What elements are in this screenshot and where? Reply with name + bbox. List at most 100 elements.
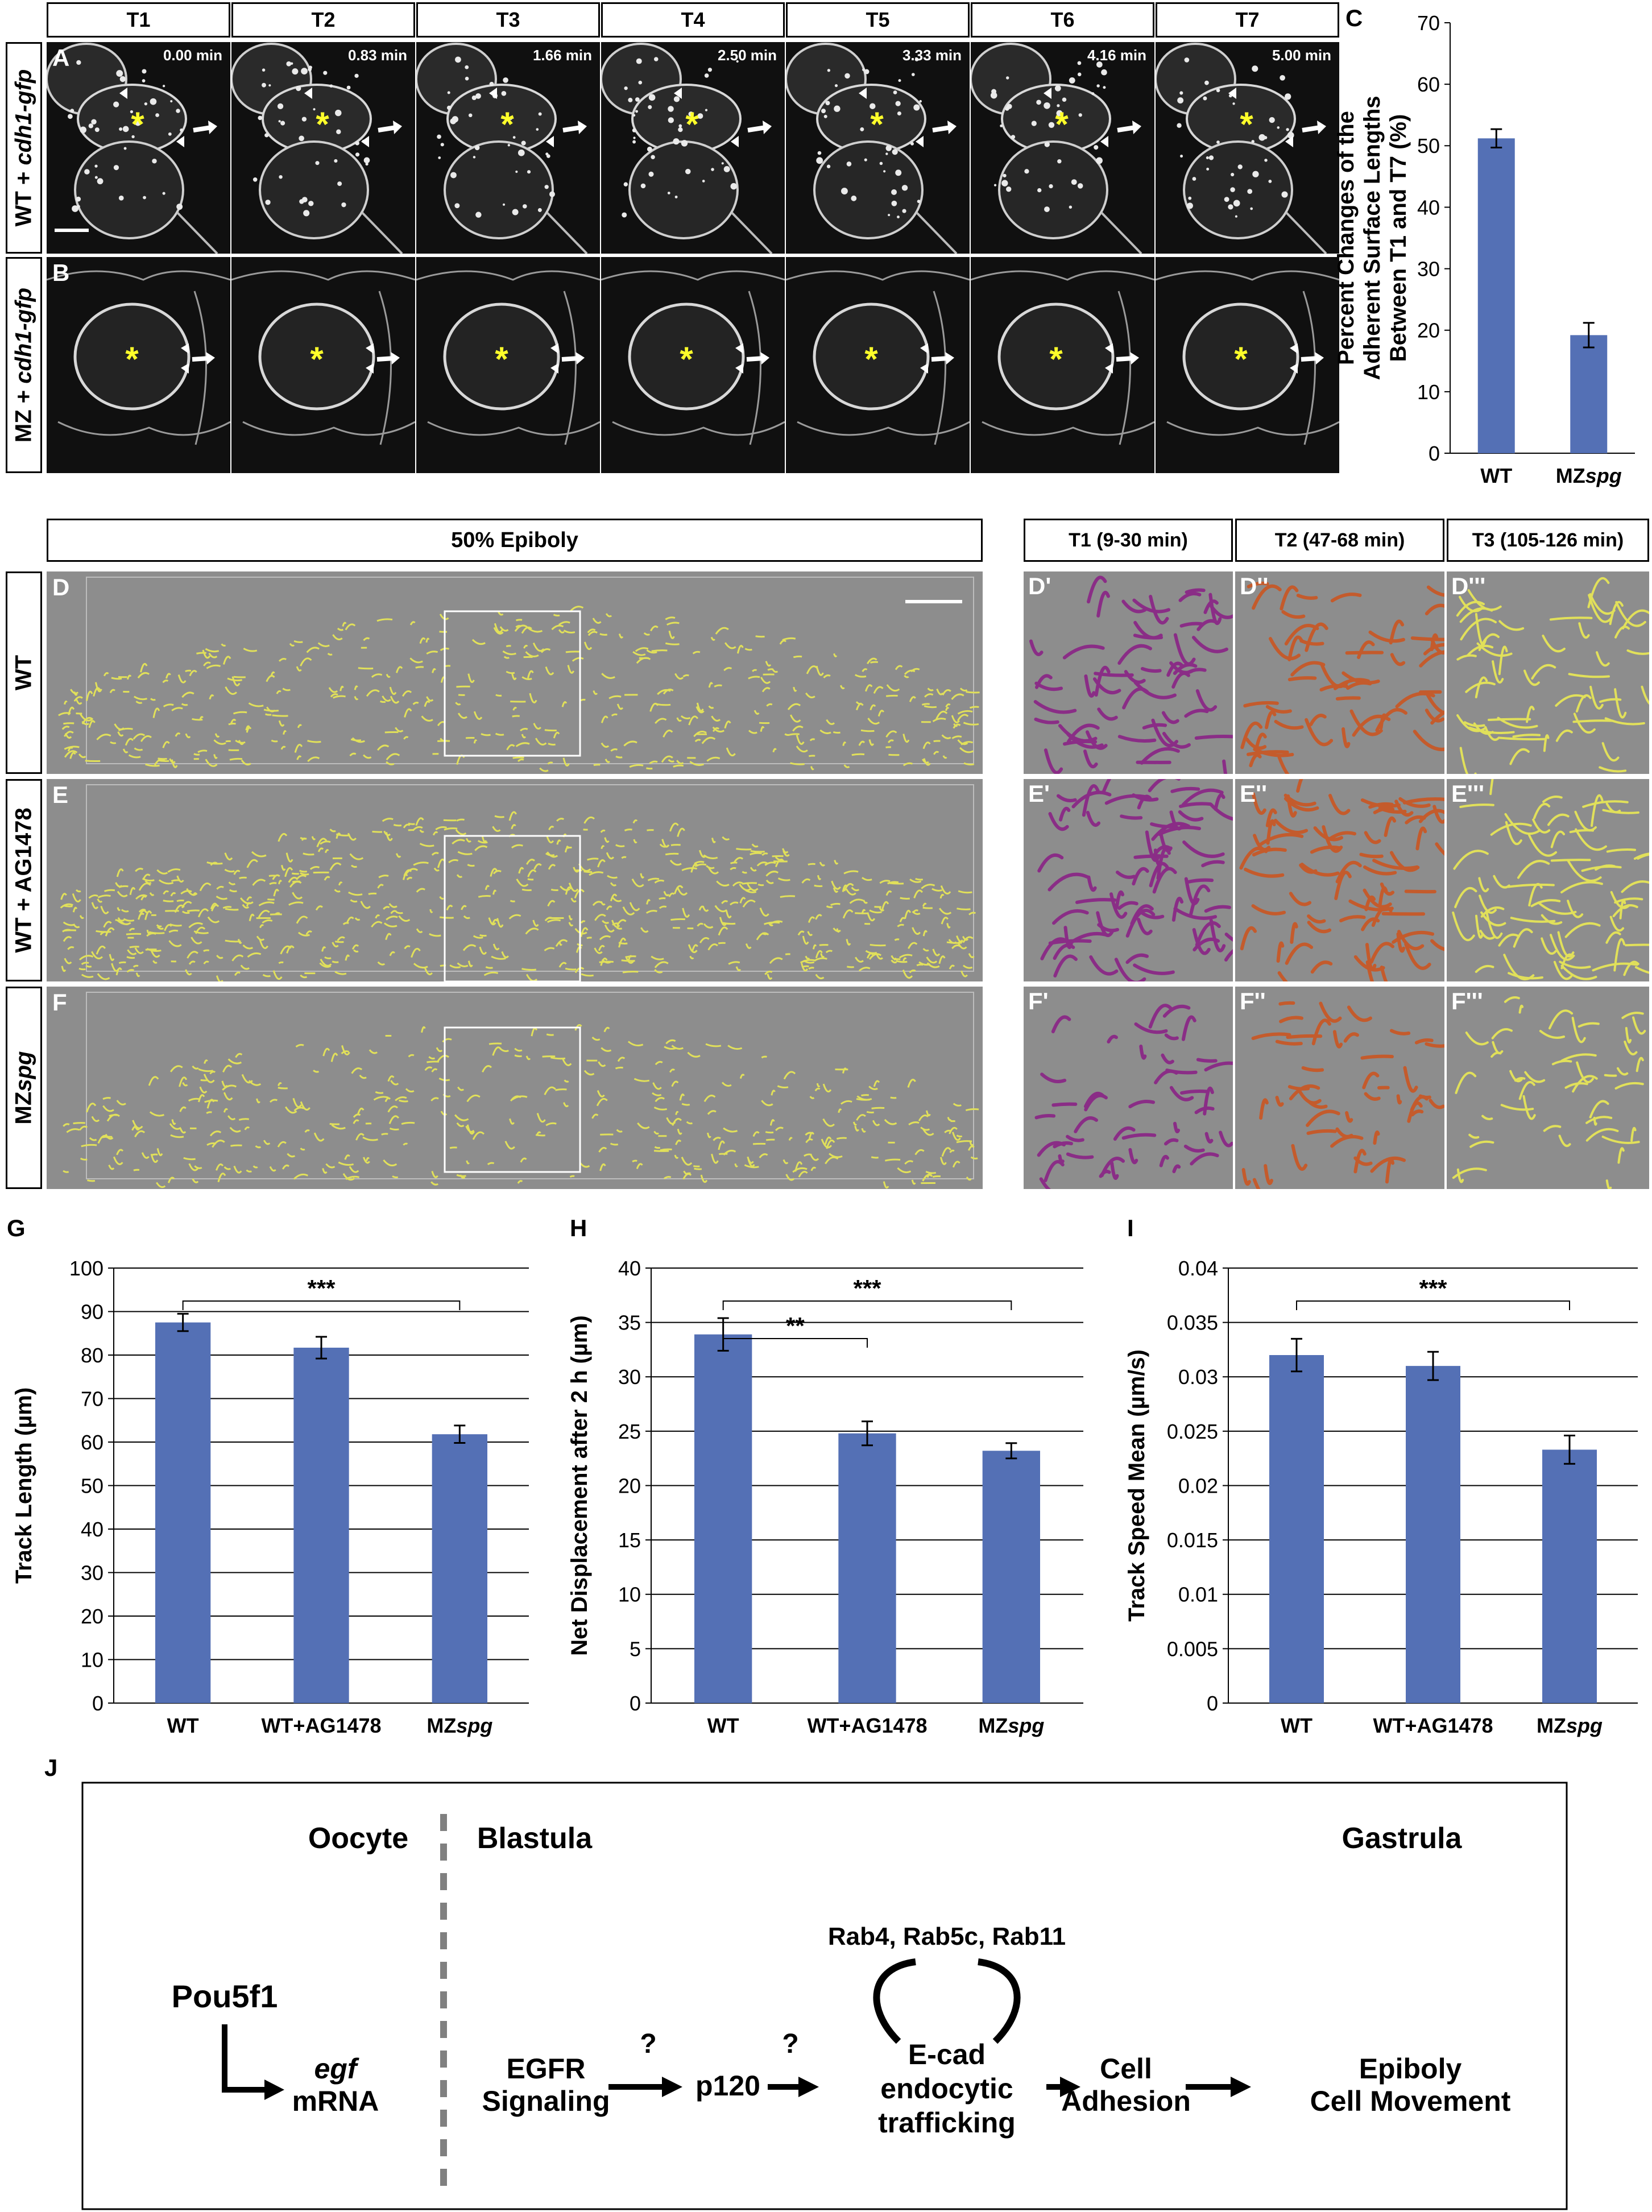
svg-text:*: * — [864, 340, 878, 378]
time-header-t5: T5 — [786, 2, 970, 38]
significance-label: ** — [786, 1312, 805, 1339]
panel-letter-ep: E' — [1028, 780, 1050, 807]
diagram-text: p120 — [695, 2070, 760, 2102]
panel-letter-a: A — [52, 44, 70, 71]
y-tick-label: 25 — [618, 1420, 641, 1443]
track-header-t1: T1 (9-30 min) — [1024, 519, 1233, 562]
bar — [1570, 335, 1608, 453]
significance-bracket — [722, 1300, 1012, 1310]
y-tick-label: 60 — [1417, 73, 1440, 96]
bar — [293, 1347, 349, 1703]
panel-letter-fp: F' — [1028, 988, 1049, 1014]
y-tick-label: 80 — [81, 1344, 103, 1367]
y-tick-label: 15 — [618, 1528, 641, 1552]
bar — [1477, 138, 1515, 453]
y-tick-label: 0 — [630, 1692, 641, 1715]
diagram-text: Adhesion — [1061, 2085, 1191, 2117]
y-tick-label: 90 — [81, 1300, 103, 1323]
time-header-t2: T2 — [231, 2, 415, 38]
svg-text:*: * — [1055, 105, 1069, 143]
svg-text:*: * — [680, 340, 693, 378]
timestamp: 0.83 min — [347, 47, 407, 64]
y-tick-label: 20 — [1417, 319, 1440, 342]
y-tick-label: 0.005 — [1167, 1637, 1218, 1660]
track-header-t3: T3 (105-126 min) — [1447, 519, 1649, 562]
svg-text:*: * — [125, 340, 139, 378]
svg-text:*: * — [316, 105, 329, 143]
timestamp: 2.50 min — [717, 47, 777, 64]
x-tick-label: WT — [1281, 1714, 1313, 1737]
x-tick-label: WT+AG1478 — [261, 1714, 381, 1737]
y-tick-label: 10 — [1417, 380, 1440, 404]
track-zoom-epp: E'' — [1235, 779, 1444, 981]
row-label-wt-cdh1: WT + cdh1-gfp — [6, 42, 42, 254]
diagram-text: Cell Movement — [1310, 2085, 1511, 2117]
micrograph-a-t6: * 4.16 min — [971, 42, 1154, 254]
y-tick-label: 100 — [69, 1257, 103, 1280]
diagram-text: Epiboly — [1359, 2053, 1462, 2085]
cell-outlines: * — [47, 270, 230, 445]
chart-g-track-length: 0 10 20 30 40 50 60 70 80 90 100 WT WT+AG1478 MZspg **… — [11, 1257, 529, 1737]
panel-letter-dp: D' — [1028, 573, 1051, 599]
chart-i-track-speed: 0 0.005 0.01 0.015 0.02 0.025 0.03 0.035 0.04 WT W… — [1124, 1257, 1638, 1737]
y-axis-label: Track Length (µm) — [11, 1387, 36, 1584]
panel-letter-fpp: F'' — [1240, 988, 1266, 1014]
timestamp: 5.00 min — [1272, 47, 1331, 64]
cell-outlines: * — [416, 43, 588, 254]
cell-outlines: * — [786, 43, 958, 254]
x-tick-label: WT — [1480, 464, 1512, 487]
svg-text:*: * — [500, 105, 514, 143]
epiboly-header: 50% Epiboly — [47, 519, 983, 562]
y-tick-label: 0.035 — [1167, 1311, 1218, 1335]
cell-outlines: * — [416, 270, 600, 445]
y-tick-label: 30 — [1417, 258, 1440, 281]
bar — [1542, 1449, 1597, 1703]
micrograph-b-t2: * — [231, 257, 415, 473]
panel-letter-eppp: E''' — [1451, 780, 1484, 807]
micrograph-b-t1: * B — [47, 257, 230, 473]
panel-letter-c: C — [1345, 5, 1363, 31]
diagram-text: Rab4, Rab5c, Rab11 — [828, 1923, 1066, 1950]
time-header-t6: T6 — [971, 2, 1154, 38]
micrograph-a-t4: * 2.50 min — [601, 42, 785, 254]
cell-outlines: * — [786, 270, 970, 445]
panel-letter-h: H — [570, 1215, 587, 1241]
y-tick-label: 0.03 — [1178, 1365, 1218, 1389]
micrograph-b-t3: * — [416, 257, 600, 473]
y-tick-label: 50 — [1417, 134, 1440, 158]
bar — [694, 1334, 752, 1703]
svg-text:*: * — [310, 340, 324, 378]
track-header-t2: T2 (47-68 min) — [1235, 519, 1444, 562]
panel-letter-dppp: D''' — [1451, 573, 1486, 599]
diagram-text: Blastula — [477, 1822, 593, 1855]
svg-text:*: * — [870, 105, 884, 143]
panel-letter-d: D — [52, 574, 70, 600]
y-tick-label: 5 — [630, 1637, 641, 1660]
svg-text:*: * — [1240, 105, 1253, 143]
micrograph-a-t1: * 0.00 min A — [47, 42, 230, 254]
y-tick-label: 35 — [618, 1311, 641, 1335]
cell-outlines: * — [1156, 43, 1327, 254]
panel-letter-e: E — [52, 781, 69, 808]
scale-bar — [55, 229, 89, 232]
track-zoom-eppp: E''' — [1447, 779, 1649, 981]
timestamp: 1.66 min — [532, 47, 592, 64]
cell-outlines: * — [231, 43, 403, 254]
y-tick-label: 0.01 — [1178, 1583, 1218, 1606]
y-tick-label: 30 — [81, 1561, 103, 1584]
cell-outlines: * — [601, 43, 773, 254]
track-zoom-ep: E' — [1024, 779, 1233, 981]
y-tick-label: 0.02 — [1178, 1474, 1218, 1497]
track-zoom-dpp: D'' — [1235, 571, 1444, 774]
chart-c-adherent-surface: 0 10 20 30 40 50 60 70 WT MZspg Percent Changes of… — [1334, 11, 1635, 487]
x-tick-label: WT — [707, 1714, 739, 1737]
svg-text:*: * — [495, 340, 508, 378]
track-zoom-dp: D' — [1024, 571, 1233, 774]
panel-letter-j: J — [44, 1754, 58, 1781]
diagram-text: egf — [314, 2053, 359, 2085]
micrograph-b-t7: * — [1156, 257, 1339, 473]
panel-letter-g: G — [7, 1215, 26, 1241]
bar — [1269, 1355, 1324, 1703]
diagram-text: trafficking — [878, 2107, 1016, 2139]
y-axis-label: Adherent Surface Lengths — [1360, 96, 1385, 380]
